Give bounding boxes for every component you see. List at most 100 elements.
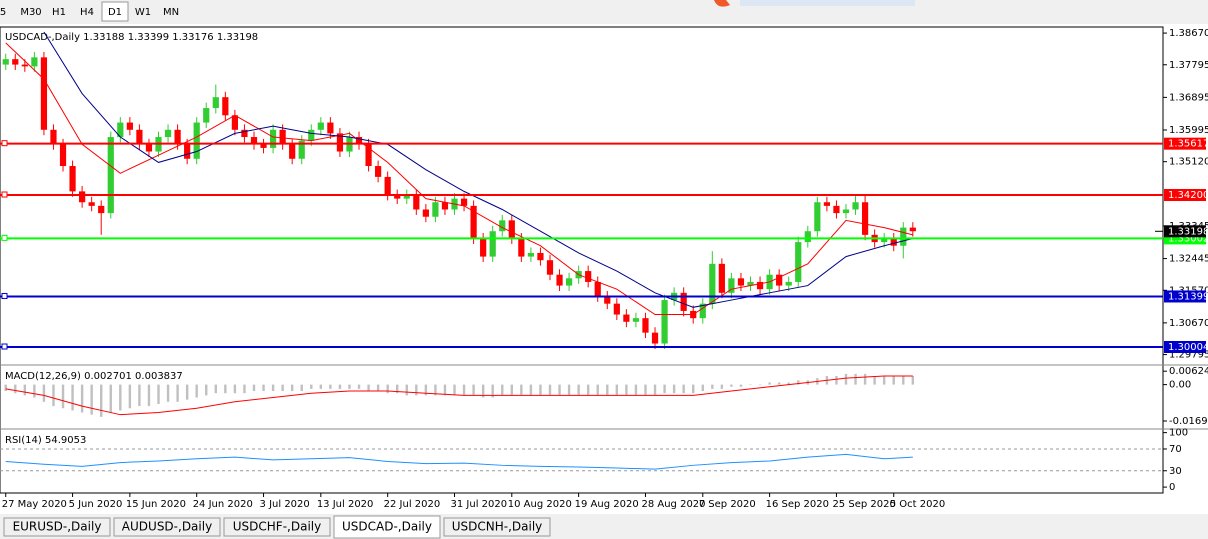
candle-body	[728, 278, 735, 293]
timeframe-button[interactable]: H4	[74, 2, 100, 21]
candle-body	[289, 144, 296, 159]
readout-value: 1.33198	[217, 32, 258, 43]
x-tick-label: 15 Jun 2020	[126, 499, 186, 510]
x-tick-label: 31 Jul 2020	[451, 499, 508, 510]
macd-bar	[854, 373, 857, 385]
macd-bar	[100, 384, 103, 417]
candle-body	[604, 296, 611, 304]
macd-bar	[481, 384, 485, 398]
indicator-header: MACD(12,26,9) 0.002701 0.003837	[5, 371, 183, 382]
macd-bar	[758, 384, 762, 386]
level-handle	[1, 292, 8, 299]
macd-bar	[462, 384, 466, 396]
x-tick-label: 19 Aug 2020	[575, 499, 639, 510]
level-handle	[1, 343, 8, 350]
timeframe-button[interactable]: M30	[18, 2, 44, 21]
macd-bar	[615, 384, 619, 396]
candle-body	[394, 195, 401, 199]
candle-body	[585, 271, 592, 282]
timeframe-button[interactable]: H1	[46, 2, 72, 21]
tab-label: USDCNH-,Daily	[452, 520, 543, 534]
timeframe-button[interactable]: MN	[158, 2, 184, 21]
button-label: D1	[108, 7, 122, 18]
macd-bar	[653, 384, 657, 396]
level-label: 1.35617	[1168, 139, 1208, 150]
indicator-header: RSI(14) 54.9053	[5, 435, 86, 446]
candle-body	[384, 176, 391, 195]
level-label-bg	[1164, 137, 1206, 150]
macd-bar	[577, 384, 580, 396]
macd-bar	[262, 384, 265, 392]
readout-value: 0.002701	[84, 371, 132, 382]
button-label: H1	[52, 7, 66, 18]
macd-bar	[625, 384, 628, 396]
indicator-header: USDCAD-,Daily 1.33188 1.33399 1.33176 1.…	[5, 32, 258, 43]
candle-body	[260, 144, 267, 148]
candle-body	[403, 195, 410, 199]
candle-body	[269, 129, 277, 148]
candle-body	[900, 227, 907, 246]
candle-body	[699, 303, 706, 319]
candle-body	[21, 64, 28, 67]
timeframe-button[interactable]: D1	[101, 1, 129, 22]
level-label: 1.33002	[1168, 233, 1208, 244]
candle-body	[50, 129, 57, 145]
tab-bg	[113, 517, 221, 537]
macd-bar	[233, 384, 237, 394]
chart-tab[interactable]: AUDUSD-,Daily	[113, 517, 221, 537]
macd-bar	[548, 384, 552, 396]
y-tick-label: 100	[1169, 428, 1188, 439]
level-handle	[1, 191, 8, 198]
macd-bar	[501, 384, 504, 396]
readout-value: 1.33399	[128, 32, 169, 43]
macd-bar	[520, 384, 523, 396]
tab-bg	[223, 517, 331, 537]
chart-title: MACD(12,26,9)	[5, 371, 81, 382]
macd-bar	[147, 384, 151, 407]
candle-body	[31, 57, 38, 67]
candle-body	[680, 292, 687, 311]
candle-body	[336, 133, 344, 152]
macd-bar	[606, 384, 609, 396]
candle-body	[861, 202, 869, 235]
button-bg	[18, 2, 44, 21]
macd-bar	[357, 384, 361, 389]
chart-tab[interactable]: USDCNH-,Daily	[443, 517, 551, 537]
x-tick-label: 27 May 2020	[2, 499, 67, 510]
macd-bar	[472, 384, 475, 396]
candle-body	[279, 129, 286, 145]
macd-bar	[396, 384, 399, 394]
x-tick-label: 7 Sep 2020	[699, 499, 756, 510]
macd-bar	[367, 384, 370, 392]
button-label: 5	[0, 7, 6, 18]
candle-body	[460, 198, 468, 206]
macd-bar	[42, 384, 46, 402]
y-tick-label: 1.32445	[1169, 254, 1208, 265]
macd-bar	[453, 384, 456, 396]
chart-tab[interactable]: EURUSD-,Daily	[3, 517, 111, 537]
candle-body	[747, 281, 754, 286]
candle-body	[833, 205, 840, 214]
candle-body	[327, 122, 334, 134]
chart-tab[interactable]: USDCHF-,Daily	[223, 517, 331, 537]
macd-bar	[892, 376, 895, 385]
timeframe-button[interactable]: W1	[130, 2, 156, 21]
last-price-label: 1.33198	[1168, 226, 1208, 237]
macd-bar	[71, 384, 74, 411]
timeframe-button[interactable]: 5	[0, 2, 16, 21]
candle-body	[814, 202, 821, 232]
macd-bar	[491, 384, 494, 398]
macd-bar	[835, 376, 838, 385]
macd-bar	[348, 384, 351, 389]
candle-body	[852, 202, 859, 210]
candle-body	[88, 202, 95, 206]
level-label: 1.30004	[1168, 342, 1208, 353]
button-label: M30	[20, 7, 41, 18]
macd-bar	[138, 384, 141, 407]
candle-body	[804, 231, 811, 243]
chart-tab[interactable]: USDCAD-,Daily	[333, 515, 441, 539]
macd-bar	[415, 384, 418, 396]
x-tick-label: 3 Jul 2020	[260, 499, 310, 510]
x-tick-label: 16 Sep 2020	[766, 499, 829, 510]
